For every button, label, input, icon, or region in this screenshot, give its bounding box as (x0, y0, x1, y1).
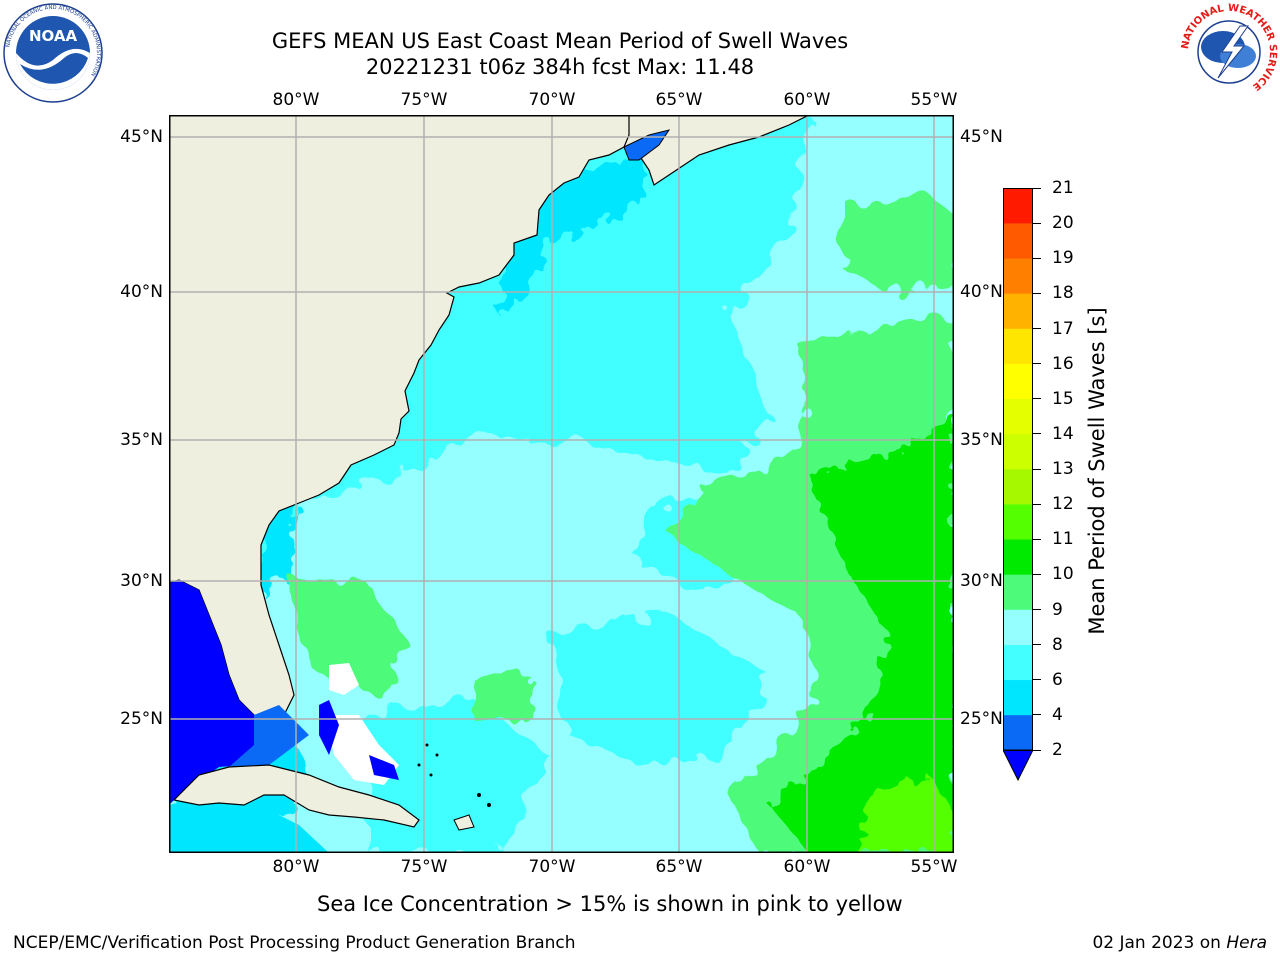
colorbar-label: Mean Period of Swell Waves [s] (1085, 307, 1109, 635)
map-subtitle: 20221231 t06z 384h fcst Max: 11.48 (365, 55, 755, 79)
colorbar-tick-label: 11 (1052, 529, 1074, 550)
lon-label-bottom: 80°W (272, 857, 320, 877)
colorbar-tick-label: 16 (1052, 353, 1074, 374)
colorbar-tick-mark (1033, 609, 1041, 610)
lon-label-bottom: 75°W (400, 857, 448, 877)
lon-label-bottom: 60°W (783, 857, 831, 877)
colorbar-tick-mark (1033, 644, 1041, 646)
graticule (169, 115, 954, 853)
swell-zone-11-12 (859, 775, 954, 853)
host-name: Hera (1226, 933, 1267, 953)
lat-label-right: 40°N (960, 282, 1003, 302)
lon-label-top: 65°W (655, 90, 703, 110)
colorbar-tick-label: 12 (1052, 494, 1074, 515)
colorbar-segment (1003, 258, 1033, 294)
colorbar (1003, 188, 1033, 782)
colorbar-segment (1003, 714, 1033, 751)
colorbar-tick-label: 14 (1052, 423, 1074, 444)
colorbar-segment (1003, 433, 1033, 470)
swell-zone-10-11 (769, 415, 954, 853)
colorbar-tick-mark (1033, 398, 1041, 400)
map-title: GEFS MEAN US East Coast Mean Period of S… (271, 29, 849, 53)
lat-label-left: 30°N (120, 571, 163, 591)
colorbar-tick-label: 15 (1052, 388, 1074, 409)
lat-label-left: 35°N (120, 430, 163, 450)
colorbar-segment (1003, 644, 1033, 681)
lat-label-left: 25°N (120, 709, 163, 729)
colorbar-tick-label: 13 (1052, 459, 1074, 479)
lat-label-right: 25°N (960, 709, 1003, 729)
colorbar-segment (1003, 293, 1033, 329)
colorbar-tick-mark (1033, 222, 1041, 224)
colorbar-segment (1003, 223, 1033, 259)
colorbar-segment (1003, 574, 1033, 610)
colorbar-tick-mark (1033, 187, 1041, 189)
colorbar-segment (1003, 504, 1033, 540)
colorbar-tick-label: 18 (1052, 283, 1074, 304)
map-frame (169, 115, 954, 853)
lon-label-bottom: 55°W (910, 857, 958, 877)
bahamas-banks (324, 663, 399, 785)
colorbar-segment (1003, 539, 1033, 575)
colorbar-tick-label: 10 (1052, 564, 1074, 585)
colorbar-tick-mark (1033, 257, 1041, 259)
lat-label-left: 45°N (120, 127, 163, 147)
lat-label-right: 30°N (960, 571, 1003, 591)
colorbar-segment (1003, 188, 1033, 224)
small-islands (417, 743, 491, 807)
colorbar-tick-label: 21 (1052, 178, 1074, 198)
colorbar-segment (1003, 609, 1033, 645)
colorbar-tick-mark (1033, 328, 1041, 329)
colorbar-tick-label: 17 (1052, 318, 1074, 339)
colorbar-frame (1003, 188, 1033, 751)
colorbar-tick-mark (1033, 679, 1041, 681)
colorbar-tick-label: 20 (1052, 213, 1074, 234)
bahamas-blue (319, 700, 399, 780)
colorbar-tick-label: 9 (1052, 599, 1063, 620)
credit-text: NCEP/EMC/Verification Post Processing Pr… (13, 933, 576, 953)
lon-label-bottom: 65°W (655, 857, 703, 877)
colorbar-tick-label: 19 (1052, 248, 1074, 269)
colorbar-tick-mark (1033, 538, 1041, 540)
lon-label-bottom: 70°W (528, 857, 576, 877)
colorbar-tick-mark (1033, 363, 1041, 365)
lat-label-right: 35°N (960, 430, 1003, 450)
caribbean-sw (169, 795, 329, 853)
colorbar-tick-label: 4 (1052, 704, 1063, 725)
colorbar-tick-mark (1033, 749, 1041, 751)
colorbar-tick-mark (1033, 468, 1041, 470)
colorbar-tick-label: 8 (1052, 634, 1063, 655)
lon-label-top: 60°W (783, 90, 831, 110)
lat-label-right: 45°N (960, 127, 1003, 147)
swell-period-map (169, 115, 954, 853)
nws-logo: NATIONAL WEATHER SERVICE (1180, 3, 1278, 99)
gulf-edge (229, 705, 309, 767)
colorbar-segment (1003, 679, 1033, 716)
noaa-logo: NOAA NATIONAL OCEANIC AND ATMOSPHERIC AD… (3, 3, 103, 103)
lon-label-top: 80°W (272, 90, 320, 110)
lon-label-top: 55°W (910, 90, 958, 110)
colorbar-tick-mark (1033, 714, 1041, 716)
sea-ice-note: Sea Ice Concentration > 15% is shown in … (317, 892, 903, 916)
colorbar-tick-label: 6 (1052, 669, 1063, 690)
lat-label-left: 40°N (120, 282, 163, 302)
colorbar-segment (1003, 328, 1033, 364)
colorbar-segment (1003, 398, 1033, 435)
gulf-of-mexico (169, 580, 269, 805)
lon-label-top: 75°W (400, 90, 448, 110)
colorbar-under-arrow (1003, 749, 1033, 782)
noaa-logo-text: NOAA (29, 27, 78, 45)
colorbar-tick-mark (1033, 573, 1041, 575)
colorbar-tick-mark (1033, 503, 1041, 505)
colorbar-tick-mark (1033, 292, 1041, 294)
lon-label-top: 70°W (528, 90, 576, 110)
date-text: 02 Jan 2023 on (1092, 933, 1221, 953)
colorbar-segment (1003, 469, 1033, 505)
colorbar-tick-mark (1033, 433, 1041, 435)
date-stamp: 02 Jan 2023 on Hera (1092, 933, 1267, 953)
colorbar-tick-label: 2 (1052, 740, 1063, 760)
colorbar-segment (1003, 363, 1033, 400)
land-hispaniola (453, 814, 475, 831)
